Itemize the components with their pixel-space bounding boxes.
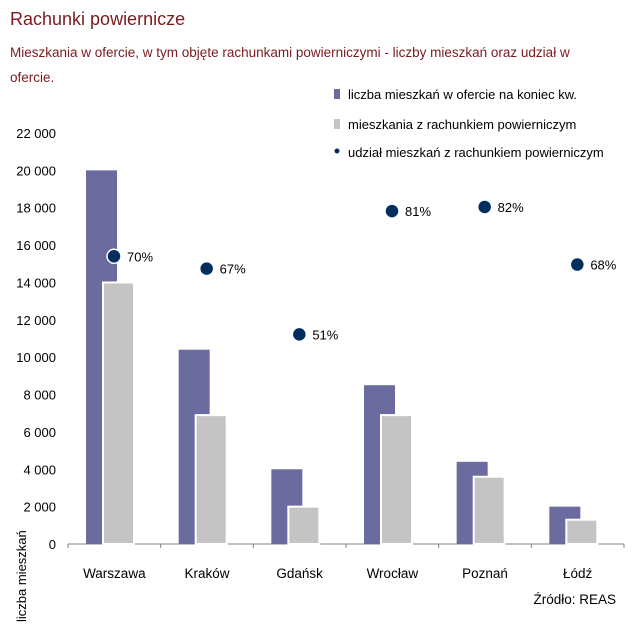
y-tick-label: 14 000	[16, 275, 56, 290]
y-tick-label: 2 000	[23, 500, 56, 515]
y-tick-label: 18 000	[16, 201, 56, 216]
legend-swatch-escrow	[334, 119, 340, 129]
y-tick-label: 4 000	[23, 462, 56, 477]
bar-escrow-1	[102, 281, 135, 545]
bar-escrow-3	[287, 505, 321, 545]
share-point-1	[106, 248, 122, 265]
chart-title: Rachunki powiernicze	[10, 9, 186, 29]
y-tick-label: 6 000	[23, 425, 56, 440]
share-point-6	[569, 256, 586, 273]
category-label: Poznań	[462, 566, 508, 581]
share-point-2	[198, 260, 215, 277]
y-tick-label: 20 000	[16, 163, 56, 178]
chart-subtitle: Mieszkania w ofercie, w tym objęte rachu…	[10, 45, 570, 85]
share-data-label: 51%	[312, 327, 338, 342]
share-data-label: 81%	[405, 204, 431, 219]
share-data-label: 70%	[127, 249, 153, 264]
y-tick-label: 22 000	[16, 126, 56, 141]
bar-escrow-4	[380, 414, 413, 545]
legend-label-offer: liczba mieszkań w ofercie na koniec kw.	[348, 87, 577, 102]
y-tick-label: 12 000	[16, 313, 56, 328]
share-data-label: 68%	[590, 258, 616, 273]
category-label: Gdańsk	[276, 566, 323, 581]
share-point-4	[384, 203, 400, 219]
y-tick-label: 10 000	[16, 350, 56, 365]
y-tick-label: 8 000	[23, 388, 56, 403]
share-point-3	[291, 326, 308, 343]
bar-escrow-2	[194, 414, 228, 545]
category-label: Łódź	[563, 566, 593, 581]
category-label: Wrocław	[367, 566, 419, 581]
y-axis-label: liczba mieszkań	[14, 530, 29, 622]
bar-escrow-6	[565, 518, 599, 545]
legend-label-share: udział mieszkań z rachunkiem powierniczy…	[348, 145, 604, 160]
share-data-label: 82%	[498, 200, 524, 215]
source-note: Źródło: REAS	[533, 592, 616, 607]
category-label: Kraków	[184, 566, 229, 581]
y-tick-label: 16 000	[16, 238, 56, 253]
category-label: Warszawa	[83, 566, 146, 581]
y-tick-label: 0	[49, 537, 56, 552]
legend-swatch-offer	[334, 89, 340, 99]
legend-marker-share	[334, 148, 340, 154]
share-point-5	[476, 199, 493, 215]
share-data-label: 67%	[220, 262, 246, 277]
bar-escrow-5	[472, 475, 506, 545]
legend-label-escrow: mieszkania z rachunkiem powierniczym	[348, 117, 576, 132]
